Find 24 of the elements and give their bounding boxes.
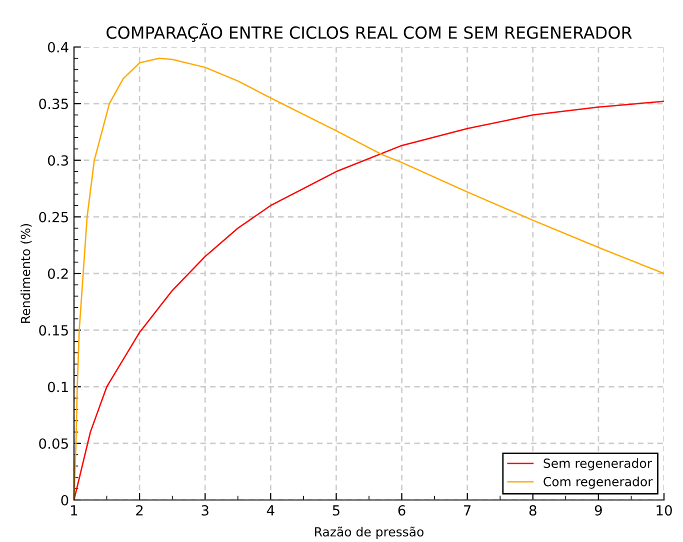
y-tick-label: 0 <box>61 494 68 506</box>
y-tick-label: 0.15 <box>39 325 68 336</box>
y-tick-label: 0.35 <box>39 98 68 110</box>
y-tick-label: 0.25 <box>39 212 68 222</box>
x-tick-label: 7 <box>464 505 471 516</box>
y-tick-label: 0.4 <box>48 42 68 52</box>
y-tick-label: 0.3 <box>48 155 68 166</box>
x-tick-label: 2 <box>136 505 143 516</box>
y-tick-label: 0.2 <box>48 268 68 279</box>
x-tick-label: 9 <box>594 505 602 516</box>
y-tick-label: 0.1 <box>48 382 68 392</box>
x-tick-label: 6 <box>398 505 406 516</box>
y-tick-label: 0.05 <box>39 438 68 449</box>
legend-label: Com regenerador <box>544 476 653 489</box>
x-tick-label: 3 <box>202 505 208 516</box>
x-tick-label: 4 <box>266 505 274 516</box>
x-tick-label: 1 <box>71 505 78 516</box>
chart-title: COMPARAÇÃO ENTRE CICLOS REAL COM E SEM REGENERADOR <box>106 23 632 42</box>
x-tick-label: 8 <box>529 505 536 516</box>
legend-label: Sem regenerador <box>544 458 652 470</box>
y-axis-title: Rendimento (%) <box>20 224 32 323</box>
x-axis-title: Razão de pressão <box>315 526 424 539</box>
x-tick-label: 5 <box>332 505 340 516</box>
x-tick-label: 10 <box>656 505 672 516</box>
